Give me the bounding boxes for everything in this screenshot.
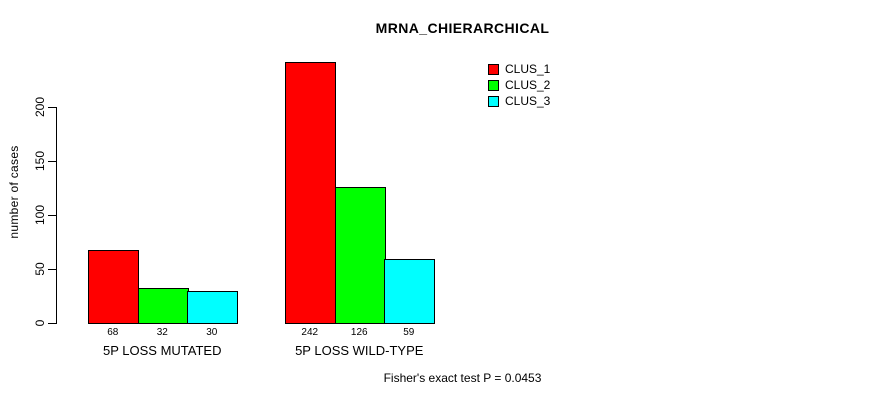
y-tick-label-text: 0 xyxy=(33,319,47,327)
bar xyxy=(384,259,435,324)
legend-label: CLUS_1 xyxy=(505,62,551,76)
y-tick-label-text: 100 xyxy=(33,204,47,226)
bar xyxy=(88,250,139,324)
bar-value-label: 68 xyxy=(107,327,119,338)
y-tick-mark xyxy=(48,323,56,324)
bar xyxy=(335,187,386,324)
y-axis-title-text: number of cases xyxy=(7,145,21,239)
legend-item: CLUS_1 xyxy=(488,62,550,76)
legend-label: CLUS_3 xyxy=(505,94,551,108)
legend-swatch xyxy=(488,79,499,91)
bar xyxy=(138,288,189,324)
y-tick-mark xyxy=(48,269,56,270)
bar xyxy=(187,291,238,324)
bar-value-label: 242 xyxy=(301,327,319,338)
y-tick-mark xyxy=(48,161,56,162)
y-tick-mark xyxy=(48,107,56,108)
bar xyxy=(285,62,336,324)
bar-value-label: 59 xyxy=(403,327,415,338)
bar-value-label: 32 xyxy=(156,327,168,338)
y-tick-mark xyxy=(48,215,56,216)
legend-label: CLUS_2 xyxy=(505,78,551,92)
y-tick-label-text: 50 xyxy=(33,262,47,276)
legend-swatch xyxy=(488,63,499,75)
chart-title: MRNA_CHIERARCHICAL xyxy=(375,20,550,36)
y-tick-label-text: 150 xyxy=(33,150,47,172)
legend: CLUS_1 CLUS_2 CLUS_3 xyxy=(488,62,550,110)
y-tick-label-text: 200 xyxy=(33,96,47,118)
category-label: 5P LOSS WILD-TYPE xyxy=(295,343,424,358)
bar-value-label: 126 xyxy=(350,327,368,338)
y-axis-line xyxy=(56,107,57,324)
category-label: 5P LOSS MUTATED xyxy=(103,343,222,358)
bar-value-label: 30 xyxy=(206,327,218,338)
legend-swatch xyxy=(488,95,499,107)
annotation-text: Fisher's exact test P = 0.0453 xyxy=(383,371,542,385)
legend-item: CLUS_2 xyxy=(488,78,550,92)
legend-item: CLUS_3 xyxy=(488,94,550,108)
